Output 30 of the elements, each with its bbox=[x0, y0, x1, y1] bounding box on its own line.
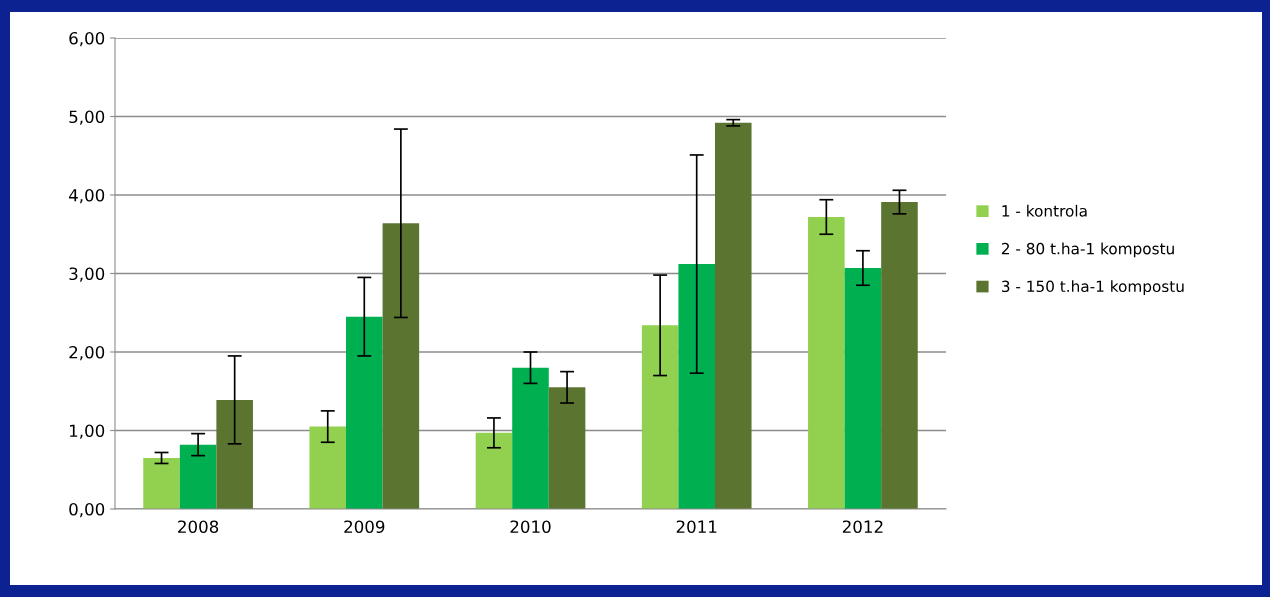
legend-label: 1 - kontrola bbox=[1002, 204, 1087, 217]
legend-label: 3 - 150 t.ha-1 kompostu bbox=[1001, 280, 1184, 296]
y-tick-label: 5,00 bbox=[69, 110, 105, 125]
legend-label: 2 - 80 t.ha-1 kompostu bbox=[1001, 242, 1174, 258]
x-tick-label: 2009 bbox=[344, 520, 385, 534]
y-tick-label: 4,00 bbox=[68, 188, 105, 204]
bar bbox=[512, 367, 549, 509]
bar bbox=[475, 432, 513, 509]
bar bbox=[844, 268, 882, 509]
bar bbox=[641, 325, 679, 509]
bar bbox=[881, 202, 918, 509]
bar bbox=[346, 316, 383, 509]
y-tick-label: 6,00 bbox=[69, 31, 105, 47]
y-tick-label: 3,00 bbox=[69, 267, 105, 282]
bar bbox=[143, 457, 180, 509]
y-tick-label: 0,00 bbox=[69, 502, 105, 518]
bar bbox=[808, 216, 845, 509]
x-tick-label: 2011 bbox=[676, 520, 717, 534]
bar bbox=[179, 444, 217, 509]
bar bbox=[309, 426, 347, 509]
bar bbox=[714, 122, 752, 509]
bar bbox=[382, 223, 420, 509]
bar bbox=[548, 387, 586, 509]
y-tick-label: 1,00 bbox=[70, 424, 105, 439]
x-tick-label: 2010 bbox=[510, 520, 551, 534]
x-tick-label: 2012 bbox=[842, 520, 883, 534]
bar bbox=[216, 399, 253, 509]
x-tick-label: 2008 bbox=[178, 520, 219, 534]
bar bbox=[678, 264, 715, 509]
y-tick-label: 2,00 bbox=[69, 345, 105, 361]
